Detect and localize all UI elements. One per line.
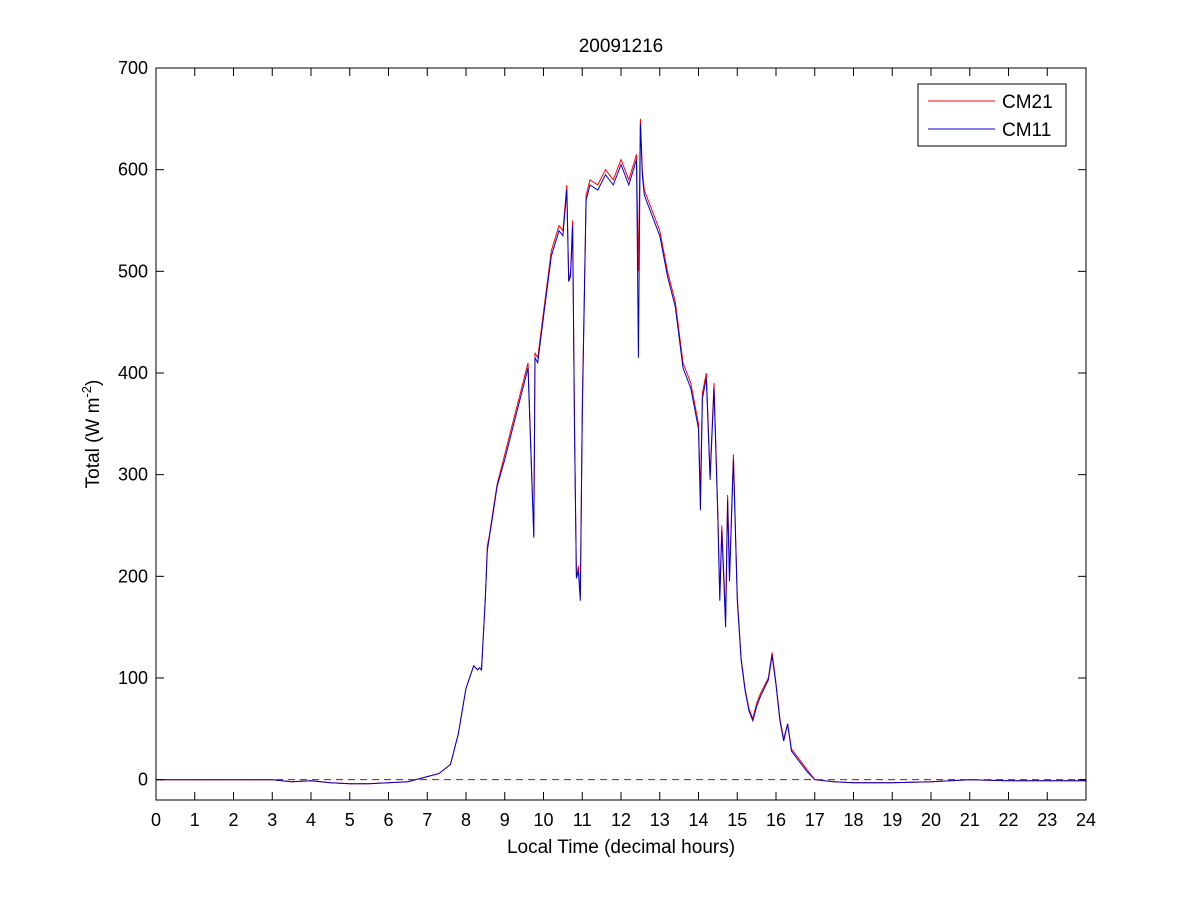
y-axis-label-exponent: -2 — [79, 386, 94, 398]
y-tick-label: 500 — [118, 261, 148, 281]
x-tick-label: 1 — [190, 810, 200, 830]
x-tick-label: 20 — [921, 810, 941, 830]
x-tick-label: 16 — [766, 810, 786, 830]
x-tick-label: 14 — [688, 810, 708, 830]
x-tick-label: 23 — [1037, 810, 1057, 830]
x-tick-label: 21 — [960, 810, 980, 830]
x-tick-label: 5 — [345, 810, 355, 830]
x-tick-label: 7 — [422, 810, 432, 830]
series-line-cm11 — [156, 123, 1086, 785]
x-tick-label: 2 — [228, 810, 238, 830]
y-axis-label: Total (W m-2) — [79, 380, 104, 489]
y-axis-label-base: Total (W m — [83, 398, 104, 489]
y-tick-label: 100 — [118, 668, 148, 688]
x-tick-label: 0 — [151, 810, 161, 830]
y-tick-label: 300 — [118, 465, 148, 485]
x-tick-label: 15 — [727, 810, 747, 830]
plot-area — [156, 68, 1086, 800]
legend-box — [917, 83, 1067, 147]
x-tick-label: 13 — [650, 810, 670, 830]
x-tick-label: 24 — [1076, 810, 1096, 830]
x-tick-label: 4 — [306, 810, 316, 830]
x-tick-label: 3 — [267, 810, 277, 830]
y-axis-label-close: ) — [83, 380, 104, 386]
legend: CM21 CM11 — [917, 83, 1067, 147]
y-tick-label: 600 — [118, 160, 148, 180]
data-lines — [156, 118, 1086, 785]
x-tick-label: 17 — [805, 810, 825, 830]
x-tick-label: 12 — [611, 810, 631, 830]
y-tick-label: 700 — [118, 58, 148, 78]
x-tick-label: 6 — [383, 810, 393, 830]
legend-label-cm11: CM11 — [1002, 120, 1051, 141]
y-tick-label: 200 — [118, 566, 148, 586]
chart-title: 20091216 — [579, 36, 664, 57]
x-tick-label: 11 — [573, 810, 592, 830]
y-axis: 0 100 200 300 400 500 600 700 — [118, 58, 1086, 790]
x-tick-label: 8 — [461, 810, 471, 830]
legend-label-cm21: CM21 — [1002, 92, 1053, 113]
y-tick-label: 0 — [138, 770, 148, 790]
x-tick-label: 19 — [882, 810, 902, 830]
x-tick-label: 10 — [533, 810, 553, 830]
x-axis-label: Local Time (decimal hours) — [507, 837, 735, 858]
x-axis: 0 1 2 3 4 5 6 7 8 9 10 11 12 13 14 15 16 17 18 19 20 21 22 23 24 — [151, 68, 1096, 830]
x-tick-label: 22 — [998, 810, 1018, 830]
x-tick-label: 18 — [843, 810, 863, 830]
y-tick-label: 400 — [118, 363, 148, 383]
x-tick-label: 9 — [500, 810, 510, 830]
